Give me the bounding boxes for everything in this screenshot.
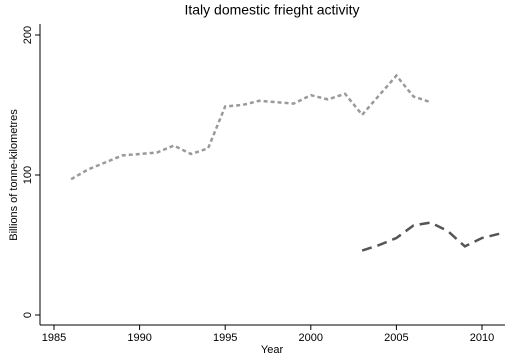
x-tick-label: 2005	[384, 332, 408, 344]
chart-title: Italy domestic frieght activity	[184, 2, 359, 18]
x-tick-label: 2010	[470, 332, 494, 344]
x-tick-label: 1985	[42, 332, 66, 344]
series-line	[70, 73, 432, 181]
series-line	[361, 221, 500, 252]
x-tick-label: 1990	[127, 332, 151, 344]
y-tick-label: 200	[22, 26, 34, 44]
x-tick-label: 2000	[299, 332, 323, 344]
y-tick-label: 0	[22, 312, 34, 318]
y-axis-label: Billions of tonne-kilometres	[8, 109, 20, 241]
y-tick-label: 100	[22, 166, 34, 184]
x-tick-label: 1995	[213, 332, 237, 344]
x-axis-label: Year	[261, 344, 284, 356]
